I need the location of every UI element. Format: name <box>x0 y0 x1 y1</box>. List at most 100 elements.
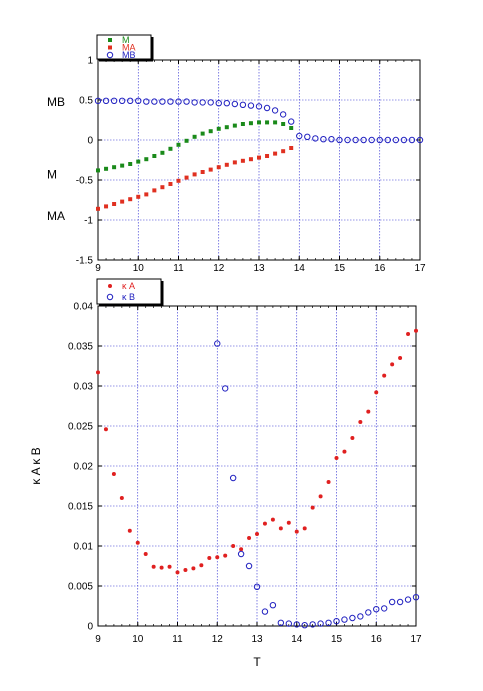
data-point <box>301 622 308 629</box>
data-point <box>135 540 140 545</box>
data-point <box>360 136 367 144</box>
data-point <box>390 362 395 367</box>
y-tick-label: 0.04 <box>74 302 94 313</box>
data-point <box>102 97 110 105</box>
data-point <box>288 118 295 125</box>
data-point <box>281 149 286 154</box>
data-point <box>136 159 141 164</box>
data-point <box>404 596 412 603</box>
data-point <box>286 520 291 525</box>
series-mb <box>94 97 424 144</box>
data-point <box>160 150 165 155</box>
x-tick-label: 12 <box>213 263 225 274</box>
x-tick-label: 17 <box>410 634 422 645</box>
data-point <box>333 618 340 625</box>
x-tick-label: 11 <box>172 634 183 645</box>
legend-label: MB <box>122 50 136 60</box>
y-tick-label: 0.03 <box>74 382 94 393</box>
data-point <box>223 553 228 558</box>
data-point <box>296 132 303 140</box>
legend-marker <box>108 45 112 50</box>
data-point <box>208 167 213 172</box>
data-point <box>341 616 348 623</box>
data-point <box>334 456 339 460</box>
data-point <box>396 598 404 606</box>
data-point <box>128 162 133 166</box>
data-point <box>232 123 237 128</box>
data-point <box>120 199 125 204</box>
data-point <box>352 136 359 144</box>
data-point <box>277 619 285 626</box>
data-point <box>152 154 157 158</box>
data-point <box>269 602 277 609</box>
side-label: MB <box>47 95 65 109</box>
data-point <box>328 136 335 143</box>
data-point <box>214 340 221 347</box>
data-point <box>408 136 416 144</box>
data-point <box>320 136 327 143</box>
data-point <box>192 134 197 139</box>
y-tick-label: 0.035 <box>68 342 93 353</box>
data-point <box>257 120 261 125</box>
data-point <box>176 178 181 183</box>
data-point <box>416 136 424 144</box>
data-point <box>368 136 375 144</box>
data-point <box>400 136 408 144</box>
y-tick-label: -0.5 <box>76 176 94 187</box>
data-point <box>265 154 270 158</box>
data-point <box>112 202 117 206</box>
data-point <box>257 155 261 160</box>
data-point <box>398 356 403 360</box>
data-point <box>224 125 229 130</box>
data-point <box>382 373 387 378</box>
data-point <box>278 526 283 531</box>
legend-marker <box>106 293 114 301</box>
data-point <box>96 168 100 173</box>
data-point <box>374 390 379 395</box>
data-point <box>239 547 244 552</box>
data-point <box>357 613 364 620</box>
data-point <box>159 565 164 570</box>
x-axis-title: T <box>253 655 261 669</box>
data-point <box>104 204 109 209</box>
data-point <box>183 98 190 105</box>
y-tick-label: 0.02 <box>74 462 94 473</box>
data-point <box>119 496 124 500</box>
data-point <box>176 142 181 147</box>
data-point <box>231 100 239 108</box>
data-point <box>388 598 396 606</box>
data-point <box>325 619 332 626</box>
data-point <box>231 544 236 548</box>
legend-marker <box>106 51 114 59</box>
y-tick-label: 1 <box>87 56 93 67</box>
data-point <box>273 151 278 156</box>
data-point <box>245 562 253 570</box>
legend: κ Aκ B <box>96 278 164 307</box>
y-axis-title: κ A κ B <box>29 447 43 484</box>
x-tick-label: 9 <box>95 263 101 274</box>
data-point <box>144 192 149 197</box>
legend-label: M <box>122 35 130 45</box>
data-point <box>279 111 287 118</box>
data-point <box>184 138 189 143</box>
x-tick-label: 9 <box>95 634 101 645</box>
legend-marker <box>108 284 112 288</box>
data-point <box>160 185 165 190</box>
data-point <box>222 385 229 392</box>
data-point <box>293 621 300 628</box>
side-label: M <box>47 168 57 182</box>
data-point <box>128 197 133 202</box>
data-point <box>184 175 189 180</box>
data-point <box>152 188 157 193</box>
data-point <box>136 194 141 199</box>
series-m <box>96 120 294 173</box>
side-label: MA <box>47 209 65 223</box>
data-point <box>143 552 148 556</box>
data-point <box>344 136 351 144</box>
data-point <box>312 135 319 142</box>
data-point <box>365 609 372 616</box>
data-point <box>199 563 204 568</box>
data-point <box>285 620 292 627</box>
data-point <box>358 420 363 424</box>
